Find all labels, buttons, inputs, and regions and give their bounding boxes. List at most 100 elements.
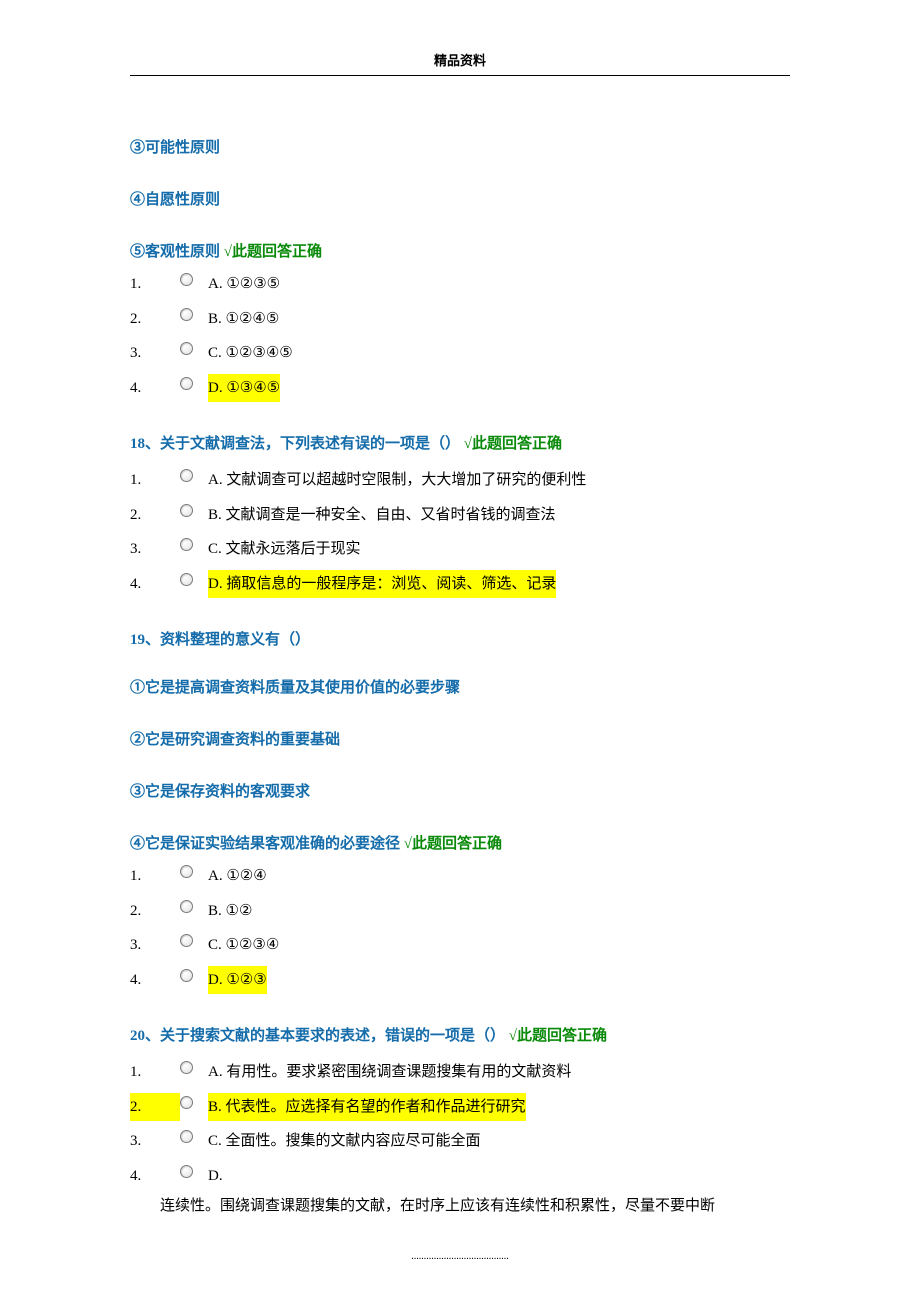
q19-line-4-text: ④它是保证实验结果客观准确的必要途径 [130, 836, 400, 852]
opt-num: 4. [130, 1162, 180, 1191]
opt-num: 1. [130, 862, 180, 891]
q19-line-2: ②它是研究调查资料的重要基础 [130, 728, 790, 752]
opt-text: B. 文献调查是一种安全、自由、又省时省钱的调查法 [208, 501, 556, 530]
opt-text: C. ①②③④ [208, 931, 279, 960]
radio-icon[interactable] [180, 969, 193, 982]
q17-line-3: ③可能性原则 [130, 136, 790, 160]
opt-num: 3. [130, 535, 180, 564]
opt-text: D. 摘取信息的一般程序是：浏览、阅读、筛选、记录 [208, 570, 556, 599]
q20-stem: 20、关于搜索文献的基本要求的表述，错误的一项是（） √此题回答正确 [130, 1024, 790, 1048]
correct-mark: √此题回答正确 [220, 244, 322, 260]
q20-option-4-wrap: 连续性。围绕调查课题搜集的文献，在时序上应该有连续性和积累性，尽量不要中断 [130, 1194, 790, 1220]
radio-slot [180, 568, 208, 597]
radio-slot [180, 1091, 208, 1120]
q19-line-3: ③它是保存资料的客观要求 [130, 780, 790, 804]
q18-option-3: 3. C. 文献永远落后于现实 [130, 535, 790, 564]
q17-line-5: ⑤客观性原则 √此题回答正确 [130, 240, 790, 264]
opt-num: 4. [130, 966, 180, 995]
opt-num: 2. [130, 305, 180, 334]
opt-text: D. ①②③ [208, 966, 267, 995]
q19-line-1: ①它是提高调查资料质量及其使用价值的必要步骤 [130, 676, 790, 700]
radio-icon[interactable] [180, 934, 193, 947]
correct-mark: √此题回答正确 [505, 1028, 607, 1044]
radio-slot [180, 533, 208, 562]
radio-icon[interactable] [180, 504, 193, 517]
radio-slot [180, 499, 208, 528]
opt-num: 2. [130, 1093, 180, 1122]
correct-mark: √此题回答正确 [400, 836, 502, 852]
q20-stem-text: 20、关于搜索文献的基本要求的表述，错误的一项是（） [130, 1028, 505, 1044]
radio-icon[interactable] [180, 273, 193, 286]
page-header: 精品资料 [130, 50, 790, 76]
opt-text: B. ①② [208, 897, 252, 926]
opt-num: 1. [130, 270, 180, 299]
opt-text: D. [208, 1162, 223, 1191]
radio-icon[interactable] [180, 573, 193, 586]
opt-text: C. 文献永远落后于现实 [208, 535, 361, 564]
opt-text: C. 全面性。搜集的文献内容应尽可能全面 [208, 1127, 481, 1156]
opt-text: B. 代表性。应选择有名望的作者和作品进行研究 [208, 1093, 526, 1122]
radio-slot [180, 860, 208, 889]
radio-icon[interactable] [180, 1165, 193, 1178]
q17-line-4: ④自愿性原则 [130, 188, 790, 212]
q17-option-4: 4. D. ①③④⑤ [130, 374, 790, 403]
q19-stem: 19、资料整理的意义有（） [130, 628, 790, 652]
opt-num: 3. [130, 931, 180, 960]
opt-num: 2. [130, 897, 180, 926]
opt-num: 3. [130, 1127, 180, 1156]
opt-text: A. 有用性。要求紧密围绕调查课题搜集有用的文献资料 [208, 1058, 571, 1087]
radio-icon[interactable] [180, 308, 193, 321]
q17-option-2: 2. B. ①②④⑤ [130, 305, 790, 334]
opt-text: A. ①②③⑤ [208, 270, 280, 299]
opt-num: 4. [130, 374, 180, 403]
q18-option-1: 1. A. 文献调查可以超越时空限制，大大增加了研究的便利性 [130, 466, 790, 495]
radio-slot [180, 929, 208, 958]
correct-mark: √此题回答正确 [460, 436, 562, 452]
radio-slot [180, 337, 208, 366]
q17-line-5-text: ⑤客观性原则 [130, 244, 220, 260]
radio-slot [180, 1125, 208, 1154]
radio-slot [180, 895, 208, 924]
radio-icon[interactable] [180, 865, 193, 878]
opt-num: 1. [130, 1058, 180, 1087]
opt-num: 2. [130, 501, 180, 530]
q19-option-4: 4. D. ①②③ [130, 966, 790, 995]
radio-slot [180, 1160, 208, 1189]
radio-slot [180, 1056, 208, 1085]
radio-icon[interactable] [180, 1096, 193, 1109]
opt-text: A. 文献调查可以超越时空限制，大大增加了研究的便利性 [208, 466, 586, 495]
radio-icon[interactable] [180, 377, 193, 390]
radio-icon[interactable] [180, 1061, 193, 1074]
q20-option-4: 4. D. [130, 1162, 790, 1191]
opt-num: 3. [130, 339, 180, 368]
footer-dots: ....................................... [0, 1251, 920, 1262]
q19-option-3: 3. C. ①②③④ [130, 931, 790, 960]
radio-slot [180, 303, 208, 332]
q19-option-1: 1. A. ①②④ [130, 862, 790, 891]
q20-option-1: 1. A. 有用性。要求紧密围绕调查课题搜集有用的文献资料 [130, 1058, 790, 1087]
q20-option-2: 2. B. 代表性。应选择有名望的作者和作品进行研究 [130, 1093, 790, 1122]
opt-text: A. ①②④ [208, 862, 267, 891]
radio-slot [180, 268, 208, 297]
page: 精品资料 ③可能性原则 ④自愿性原则 ⑤客观性原则 √此题回答正确 1. A. … [0, 0, 920, 1302]
radio-slot [180, 964, 208, 993]
q18-option-2: 2. B. 文献调查是一种安全、自由、又省时省钱的调查法 [130, 501, 790, 530]
q18-stem: 18、关于文献调查法，下列表述有误的一项是（） √此题回答正确 [130, 432, 790, 456]
q17-option-3: 3. C. ①②③④⑤ [130, 339, 790, 368]
opt-num: 1. [130, 466, 180, 495]
opt-text: C. ①②③④⑤ [208, 339, 293, 368]
opt-text: B. ①②④⑤ [208, 305, 279, 334]
q19-option-2: 2. B. ①② [130, 897, 790, 926]
q20-option-3: 3. C. 全面性。搜集的文献内容应尽可能全面 [130, 1127, 790, 1156]
q18-stem-text: 18、关于文献调查法，下列表述有误的一项是（） [130, 436, 460, 452]
radio-icon[interactable] [180, 900, 193, 913]
radio-slot [180, 372, 208, 401]
radio-icon[interactable] [180, 1130, 193, 1143]
radio-icon[interactable] [180, 538, 193, 551]
radio-icon[interactable] [180, 342, 193, 355]
q19-line-4: ④它是保证实验结果客观准确的必要途径 √此题回答正确 [130, 832, 790, 856]
radio-icon[interactable] [180, 469, 193, 482]
opt-num: 4. [130, 570, 180, 599]
q17-option-1: 1. A. ①②③⑤ [130, 270, 790, 299]
q18-option-4: 4. D. 摘取信息的一般程序是：浏览、阅读、筛选、记录 [130, 570, 790, 599]
